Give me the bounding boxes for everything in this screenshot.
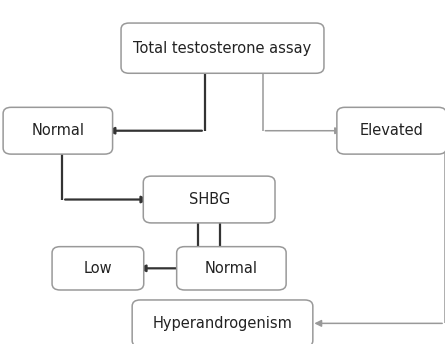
FancyBboxPatch shape [177,247,286,290]
FancyBboxPatch shape [337,107,445,154]
FancyBboxPatch shape [52,247,144,290]
FancyBboxPatch shape [121,23,324,73]
Text: Hyperandrogenism: Hyperandrogenism [153,316,292,331]
FancyBboxPatch shape [132,300,313,344]
Text: Total testosterone assay: Total testosterone assay [134,41,312,56]
Text: SHBG: SHBG [189,192,230,207]
Text: Normal: Normal [31,123,85,138]
FancyBboxPatch shape [143,176,275,223]
Text: Elevated: Elevated [360,123,424,138]
FancyBboxPatch shape [3,107,113,154]
Text: Normal: Normal [205,261,258,276]
Text: Low: Low [84,261,112,276]
